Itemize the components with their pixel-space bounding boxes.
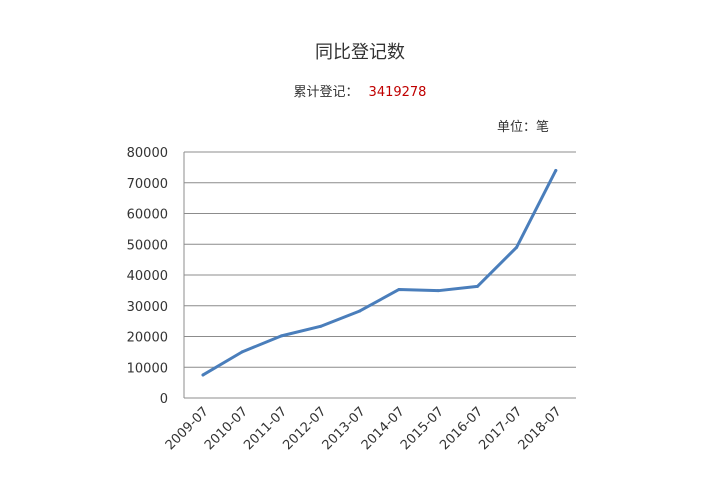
y-tick-label: 10000 xyxy=(127,361,168,376)
data-point xyxy=(201,373,205,377)
y-tick-label: 0 xyxy=(160,392,168,407)
y-tick-label: 60000 xyxy=(127,208,168,223)
data-point xyxy=(358,309,362,313)
x-tick-label: 2018-07 xyxy=(516,404,565,453)
data-point xyxy=(436,289,440,293)
data-point xyxy=(554,168,558,172)
summary-label: 累计登记： xyxy=(293,85,359,100)
data-point xyxy=(515,245,519,249)
summary-line: 累计登记： 3419278 xyxy=(0,81,720,100)
data-point xyxy=(475,284,479,288)
y-tick-label: 50000 xyxy=(127,238,168,253)
data-point xyxy=(319,324,323,328)
y-tick-label: 40000 xyxy=(127,269,168,284)
data-point xyxy=(397,287,401,291)
y-tick-label: 70000 xyxy=(127,177,168,192)
y-tick-label: 30000 xyxy=(127,300,168,315)
y-tick-label: 80000 xyxy=(127,146,168,161)
y-tick-label: 20000 xyxy=(127,331,168,346)
series-line xyxy=(201,168,558,377)
unit-label: 单位：笔 xyxy=(497,120,550,135)
data-point xyxy=(240,350,244,354)
chart-title: 同比登记数 xyxy=(315,42,405,63)
summary-value: 3419278 xyxy=(368,85,427,100)
data-point xyxy=(279,334,283,338)
